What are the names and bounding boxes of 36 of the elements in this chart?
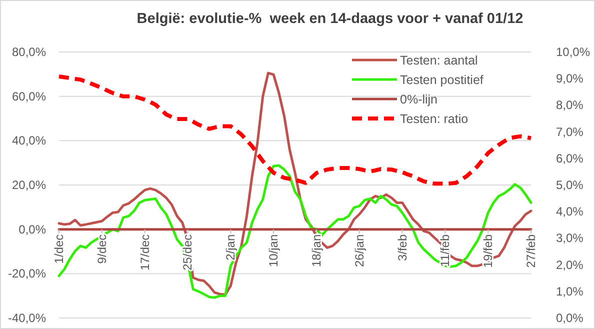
y-tick-label: 20,0% <box>12 178 46 192</box>
x-tick-label: 18/jan <box>309 234 324 268</box>
legend-label: Testen postitief <box>400 73 484 87</box>
x-tick-label: 1/dec <box>52 234 66 264</box>
chart-title: België: evolutie-% week en 14-daags voor + vanaf 01/12 <box>136 11 524 27</box>
y-tick-label: -20,0% <box>8 266 46 281</box>
line-series <box>57 74 533 186</box>
x-tick-label: 27/feb <box>524 234 538 268</box>
legend-label: 0%-lijn <box>400 92 438 106</box>
x-tick-label: 9/dec <box>94 234 109 264</box>
y2-tick-label: 4,0% <box>556 204 584 219</box>
y-tick-label: -40,0% <box>8 311 46 325</box>
y2-tick-label: 2,0% <box>556 258 584 272</box>
legend-label: Testen: ratio <box>400 112 468 126</box>
x-tick-label: 26/jan <box>352 234 366 268</box>
x-tick-label: 3/feb <box>395 234 410 262</box>
x-tick-label: 2/jan <box>224 234 238 260</box>
x-tick-label: 10/jan <box>266 234 281 268</box>
y-tick-label: 80,0% <box>12 45 46 59</box>
y2-tick-label: 5,0% <box>556 178 584 192</box>
legend-label: Testen: aantal <box>400 54 478 68</box>
y2-tick-label: 1,0% <box>556 284 584 298</box>
y2-tick-label: 9,0% <box>556 72 584 86</box>
x-tick-label: 19/feb <box>481 234 496 268</box>
x-tick-label: 25/dec <box>180 234 195 270</box>
x-tick-label: 17/dec <box>138 234 152 270</box>
y-tick-label: 60,0% <box>12 89 46 104</box>
y-tick-label: 40,0% <box>12 134 46 148</box>
y2-tick-label: 10,0% <box>556 45 590 59</box>
y2-tick-label: 0,0% <box>556 311 584 325</box>
x-tick-label: 11/feb <box>438 234 452 267</box>
y-tick-label: 0,0% <box>18 222 46 236</box>
y2-tick-label: 8,0% <box>556 98 584 112</box>
y2-tick-label: 6,0% <box>556 151 584 166</box>
y2-tick-label: 3,0% <box>556 231 584 246</box>
y2-tick-label: 7,0% <box>556 124 584 139</box>
